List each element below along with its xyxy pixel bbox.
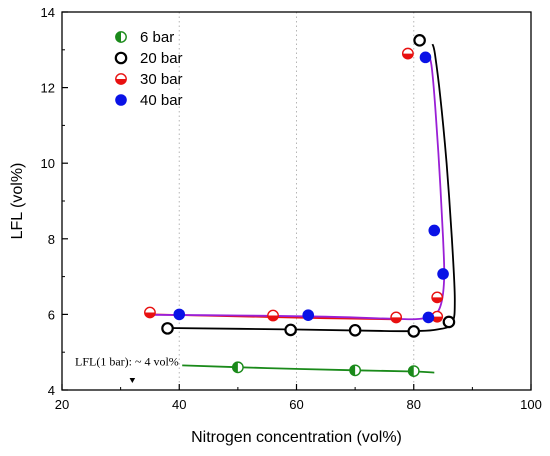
annotations: LFL(1 bar): ~ 4 vol% <box>75 354 179 383</box>
fit-curve <box>149 55 446 321</box>
x-tick-label: 60 <box>289 397 303 412</box>
marker-fill <box>419 51 432 64</box>
data-point <box>437 268 449 280</box>
data-point <box>231 361 244 374</box>
legend: 6 bar 20 bar 30 bar 40 bar <box>114 29 183 109</box>
data-point <box>144 306 156 319</box>
data-point <box>431 291 444 304</box>
marker-fill <box>422 311 435 324</box>
data-point <box>407 325 421 338</box>
y-tick-label: 14 <box>41 5 55 20</box>
data-point <box>302 309 315 321</box>
data-point <box>284 323 297 337</box>
data-point <box>267 309 279 322</box>
marker-half <box>432 297 443 303</box>
marker-fill <box>173 308 186 321</box>
legend-label: 6 bar <box>140 29 174 46</box>
legend-marker <box>115 94 127 106</box>
marker-half <box>402 53 414 59</box>
marker-fill <box>437 268 449 280</box>
y-tick-label: 12 <box>41 81 55 96</box>
y-axis-title: LFL (vol%) <box>9 163 26 240</box>
data-point <box>428 224 441 237</box>
fit-curve <box>167 43 456 333</box>
annotation-label: LFL(1 bar): ~ 4 vol% <box>75 354 179 368</box>
data-point <box>390 311 403 324</box>
data-point <box>401 47 414 60</box>
fit-curves <box>149 43 456 374</box>
marker-fill <box>302 309 315 321</box>
legend-marker <box>114 51 128 65</box>
marker-ring <box>284 323 297 337</box>
data-point <box>161 322 174 335</box>
axis-ticks: 20 40 60 80 100 4 6 8 10 12 14 <box>41 5 542 412</box>
x-tick-label: 80 <box>407 397 421 412</box>
y-tick-label: 8 <box>48 232 55 247</box>
data-point <box>422 311 435 324</box>
marker-ring <box>348 323 362 337</box>
marker-fill <box>115 94 127 106</box>
marker-half <box>232 362 238 373</box>
y-tick-label: 4 <box>48 383 55 398</box>
marker-ring <box>161 322 174 335</box>
marker-half <box>349 365 356 376</box>
x-tick-label: 40 <box>172 397 186 412</box>
x-tick-label: 100 <box>520 397 542 412</box>
marker-half <box>432 316 443 322</box>
data-point <box>173 308 186 321</box>
legend-marker <box>115 73 127 85</box>
legend-marker <box>115 31 127 43</box>
marker-half <box>390 317 402 323</box>
data-point <box>442 315 456 329</box>
marker-fill <box>428 224 441 237</box>
marker-ring <box>442 315 456 329</box>
data-point <box>407 365 420 377</box>
legend-label: 40 bar <box>140 92 183 109</box>
marker-half <box>115 31 121 43</box>
data-point <box>413 34 426 47</box>
y-tick-label: 6 <box>48 307 55 322</box>
marker-half <box>144 312 156 318</box>
grid-lines <box>178 12 415 390</box>
data-point <box>431 310 444 323</box>
data-point <box>349 364 362 377</box>
marker-ring <box>413 34 426 47</box>
x-tick-label: 20 <box>55 397 69 412</box>
legend-label: 20 bar <box>140 50 183 67</box>
marker-ring <box>114 51 128 65</box>
fit-curve <box>182 364 435 374</box>
data-point <box>348 323 362 337</box>
marker-ring <box>407 325 421 338</box>
data-points <box>144 34 456 377</box>
legend-label: 30 bar <box>140 71 183 88</box>
marker-half <box>115 79 127 85</box>
annotation-arrow-head <box>129 378 136 383</box>
y-tick-label: 10 <box>41 156 55 171</box>
data-point <box>419 51 432 64</box>
marker-half <box>408 365 414 377</box>
marker-half <box>267 315 279 321</box>
x-axis-title: Nitrogen concentration (vol%) <box>191 429 402 446</box>
